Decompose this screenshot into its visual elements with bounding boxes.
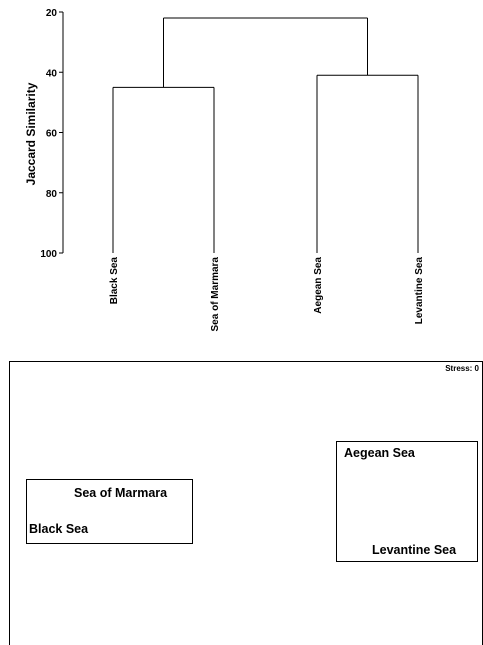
- y-tick-label: 60: [46, 129, 58, 140]
- y-tick-label: 40: [46, 68, 58, 79]
- y-tick-label: 20: [46, 8, 58, 19]
- mds-point-black-sea: Black Sea: [29, 522, 89, 536]
- mds-point-sea-of-marmara: Sea of Marmara: [74, 486, 168, 500]
- leaf-labels: Black Sea Sea of Marmara Aegean Sea Levanti…: [109, 257, 425, 332]
- dendrogram-links: [112, 17, 419, 253]
- y-tick-label: 80: [46, 189, 58, 200]
- leaf-label: Levantine Sea: [414, 257, 425, 325]
- dendrogram-chart: Jaccard Similarity 20 40 60 80 100 Black Sea…: [24, 8, 425, 332]
- group-box-2: [336, 441, 478, 562]
- mds-point-levantine-sea: Levantine Sea: [372, 543, 457, 557]
- group-box-1: [26, 479, 193, 544]
- stress-label: Stress: 0: [445, 364, 479, 373]
- mds-point-aegean-sea: Aegean Sea: [344, 446, 415, 460]
- y-tick-label: 100: [40, 249, 57, 260]
- y-axis: 20 40 60 80 100: [40, 8, 64, 260]
- y-axis-label: Jaccard Similarity: [24, 82, 38, 185]
- mds-plot: Stress: 0 Sea of Marmara Black Sea Aegea…: [9, 361, 483, 645]
- leaf-label: Black Sea: [109, 257, 120, 305]
- leaf-label: Aegean Sea: [313, 257, 324, 314]
- leaf-label: Sea of Marmara: [210, 257, 221, 332]
